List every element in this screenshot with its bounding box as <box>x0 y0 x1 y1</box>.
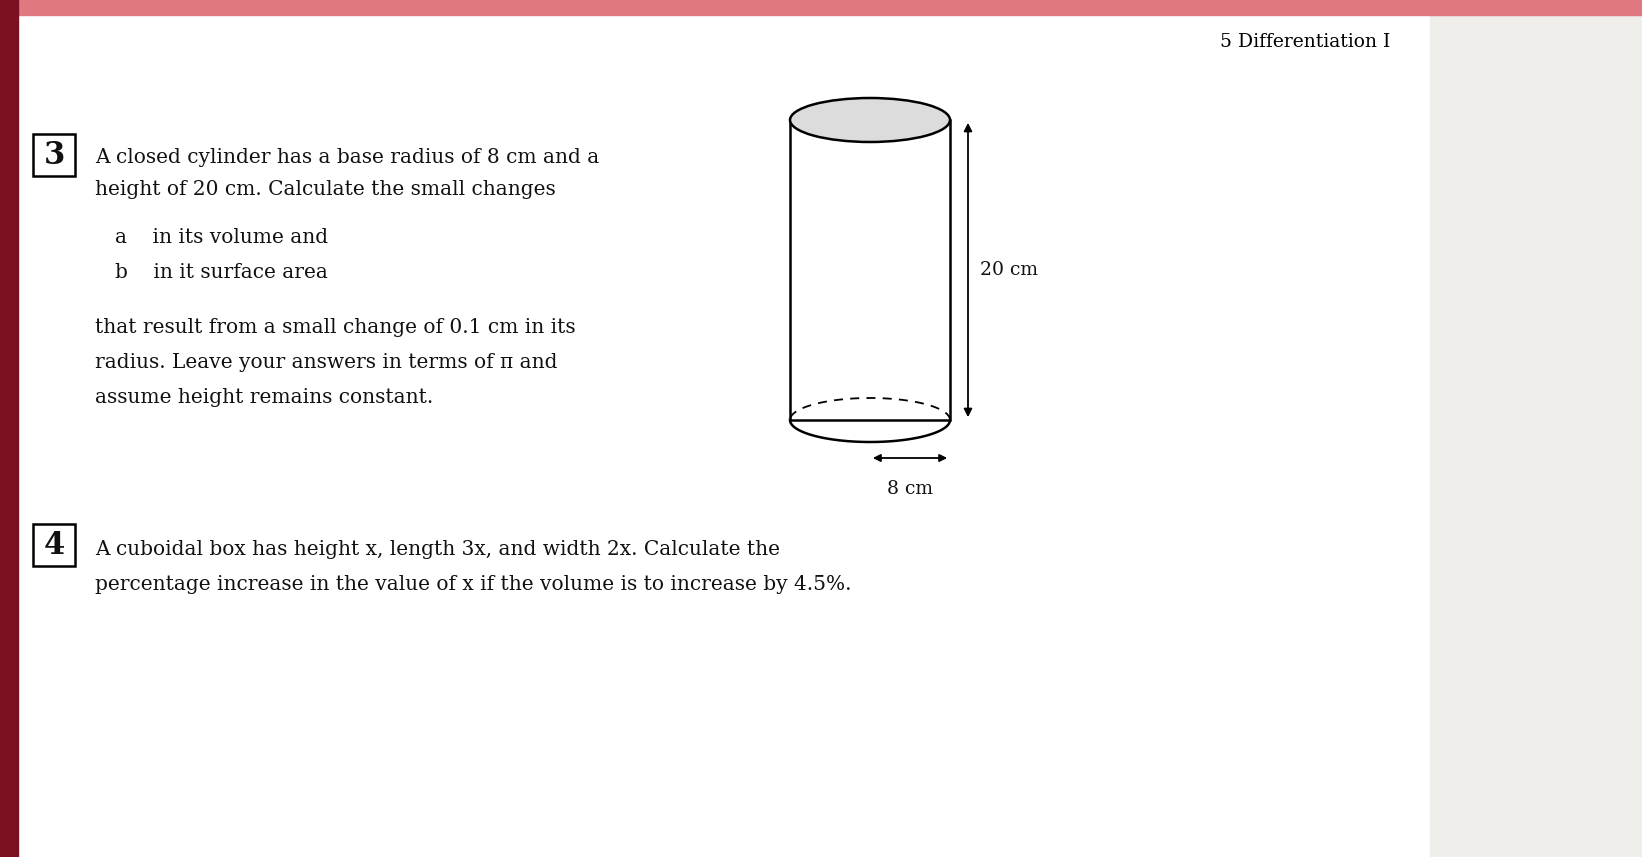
Text: a    in its volume and: a in its volume and <box>115 228 328 247</box>
Text: b    in it surface area: b in it surface area <box>115 263 328 282</box>
Bar <box>33 134 76 176</box>
Text: A cuboidal box has height x, length 3x, and width 2x. Calculate the: A cuboidal box has height x, length 3x, … <box>95 540 780 559</box>
Text: 8 cm: 8 cm <box>887 480 933 498</box>
Text: A closed cylinder has a base radius of 8 cm and a: A closed cylinder has a base radius of 8… <box>95 148 599 167</box>
Text: 5 Differentiation I: 5 Differentiation I <box>1220 33 1391 51</box>
Text: 4: 4 <box>43 530 64 560</box>
Text: that result from a small change of 0.1 cm in its: that result from a small change of 0.1 c… <box>95 318 576 337</box>
Text: radius. Leave your answers in terms of π and: radius. Leave your answers in terms of π… <box>95 353 558 372</box>
Bar <box>790 120 951 420</box>
Text: percentage increase in the value of x if the volume is to increase by 4.5%.: percentage increase in the value of x if… <box>95 575 852 594</box>
Text: 3: 3 <box>43 140 64 171</box>
Text: height of 20 cm. Calculate the small changes: height of 20 cm. Calculate the small cha… <box>95 180 555 199</box>
Text: 20 cm: 20 cm <box>980 261 1038 279</box>
Text: assume height remains constant.: assume height remains constant. <box>95 388 433 407</box>
Bar <box>33 524 76 566</box>
Ellipse shape <box>790 98 951 142</box>
